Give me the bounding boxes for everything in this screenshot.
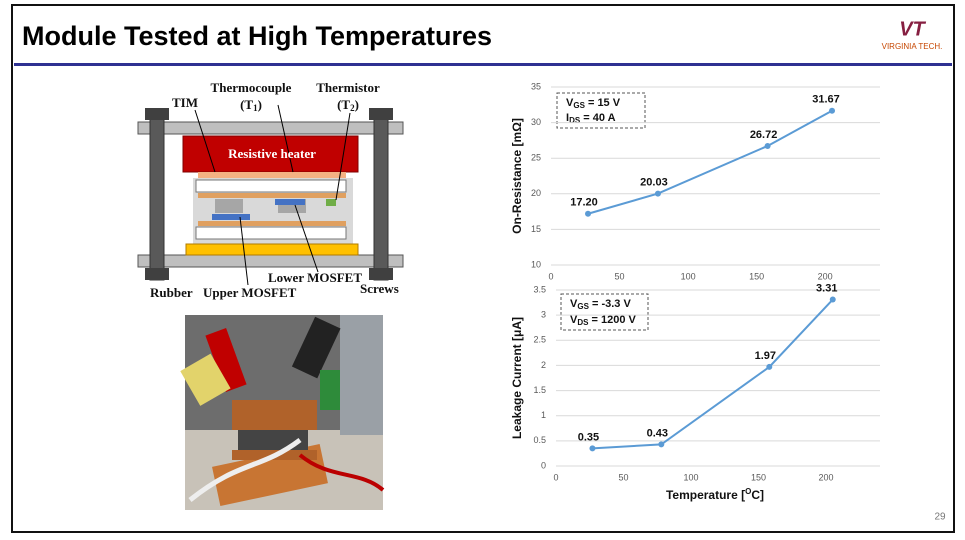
data-point (829, 296, 836, 303)
annotation-box (560, 293, 649, 331)
y-tick-label: 2 (541, 360, 546, 370)
slide-title: Module Tested at High Temperatures (22, 21, 492, 51)
lower-mosfet-label: Lower MOSFET (268, 270, 362, 285)
annotation-line: VDS = 1200 V (570, 314, 637, 327)
annotation-subscript: DS (569, 116, 581, 125)
y-tick-label: 30 (531, 117, 541, 127)
x-tick-label: 200 (818, 472, 833, 482)
y-tick-label: 0 (541, 460, 546, 470)
annotation-subscript: GS (577, 302, 589, 311)
annotation-text: V (566, 97, 574, 109)
x-tick-label: 0 (553, 472, 558, 482)
symbol-subscript: 1 (253, 103, 258, 113)
x-tick-label: 200 (818, 271, 833, 281)
annotation-subscript: GS (573, 101, 585, 110)
thermistor-label: Thermistor (316, 80, 380, 95)
y-tick-label: 35 (531, 81, 541, 91)
y-tick-label: 10 (531, 259, 541, 269)
data-line (587, 109, 833, 215)
thermocouple-label: Thermocouple (211, 80, 292, 95)
data-label: 0.43 (647, 427, 668, 439)
x-axis-title: Temperature [OC] (666, 487, 764, 502)
data-label: 31.67 (812, 94, 840, 106)
symbol-text: (T (240, 97, 253, 112)
symbol-text: ) (355, 97, 359, 112)
y-tick-label: 2.5 (533, 335, 546, 345)
axis-title-text: Temperature [ (666, 488, 745, 502)
title-rule (14, 63, 952, 66)
annotation-line: VGS = 15 V (566, 97, 621, 110)
upper-mosfet-label: Upper MOSFET (203, 285, 297, 300)
axis-title-superscript: O (745, 487, 751, 496)
x-tick-label: 150 (749, 271, 764, 281)
data-label: 26.72 (750, 129, 778, 141)
symbol-text: ) (258, 97, 262, 112)
data-point (654, 190, 661, 197)
x-tick-label: 100 (683, 472, 698, 482)
rubber-label: Rubber (150, 285, 193, 300)
y-tick-label: 1 (541, 410, 546, 420)
axis-title-text: C] (751, 488, 764, 502)
annotation-text: = 1200 V (588, 314, 636, 326)
y-tick-label: 1.5 (533, 385, 546, 395)
x-tick-label: 0 (548, 271, 553, 281)
y-tick-label: 20 (531, 188, 541, 198)
x-tick-label: 50 (618, 472, 628, 482)
logo-text: VIRGINIA TECH. (882, 42, 943, 51)
data-label: 1.97 (755, 350, 776, 362)
y-tick-label: 0.5 (533, 435, 546, 445)
thermocouple-symbol: (T1) (240, 97, 262, 113)
annotation-text: V (570, 314, 578, 326)
annotation-text: I (566, 112, 569, 124)
annotation-line: IDS = 40 A (566, 112, 616, 125)
data-point (585, 210, 592, 217)
data-point (658, 441, 665, 448)
x-tick-label: 150 (751, 472, 766, 482)
tim-label: TIM (172, 95, 198, 110)
data-label: 17.20 (570, 197, 598, 209)
symbol-text: (T (337, 97, 350, 112)
logo-mark: VT (899, 18, 926, 40)
data-line (592, 298, 834, 450)
x-tick-label: 50 (615, 271, 625, 281)
y-tick-label: 15 (531, 224, 541, 234)
annotation-text: = 15 V (585, 97, 621, 109)
data-point (829, 107, 836, 114)
annotation-text: = 40 A (580, 112, 615, 124)
test-fixture-diagram (137, 104, 404, 286)
y-tick-label: 25 (531, 153, 541, 163)
data-label: 20.03 (640, 176, 668, 188)
annotation-text: = -3.3 V (589, 298, 632, 310)
annotation-subscript: DS (577, 318, 589, 327)
thermistor-symbol: (T2) (337, 97, 359, 113)
y-tick-label: 3 (541, 310, 546, 320)
setup-photo (180, 315, 385, 510)
data-point (766, 363, 773, 370)
heater-label: Resistive heater (228, 146, 316, 161)
data-point (589, 445, 596, 452)
screws-label: Screws (360, 281, 399, 296)
page-number: 29 (934, 512, 946, 523)
x-tick-label: 100 (681, 271, 696, 281)
y-tick-label: 3.5 (533, 284, 546, 294)
y-axis-title: Leakage Current [μA] (510, 317, 524, 439)
annotation-line: VGS = -3.3 V (570, 298, 631, 311)
annotation-text: V (570, 298, 578, 310)
data-label: 3.31 (816, 282, 837, 294)
data-label: 0.35 (578, 431, 599, 443)
data-point (764, 142, 771, 149)
y-axis-title: On-Resistance [mΩ] (510, 118, 524, 234)
symbol-subscript: 2 (350, 103, 355, 113)
